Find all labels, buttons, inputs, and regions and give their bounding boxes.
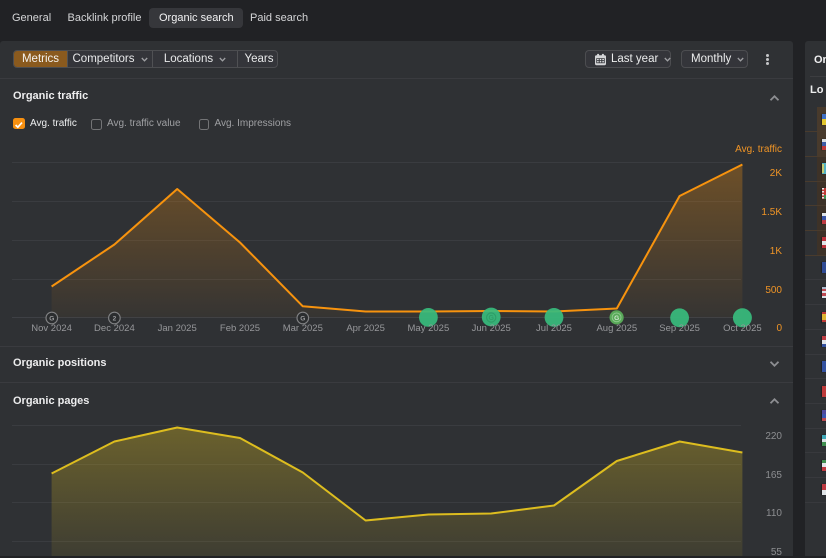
svg-text:G: G (488, 315, 494, 322)
svg-text:G: G (49, 315, 54, 322)
svg-text:2: 2 (113, 315, 117, 322)
svg-text:G: G (614, 315, 619, 322)
svg-text:G: G (300, 315, 305, 322)
